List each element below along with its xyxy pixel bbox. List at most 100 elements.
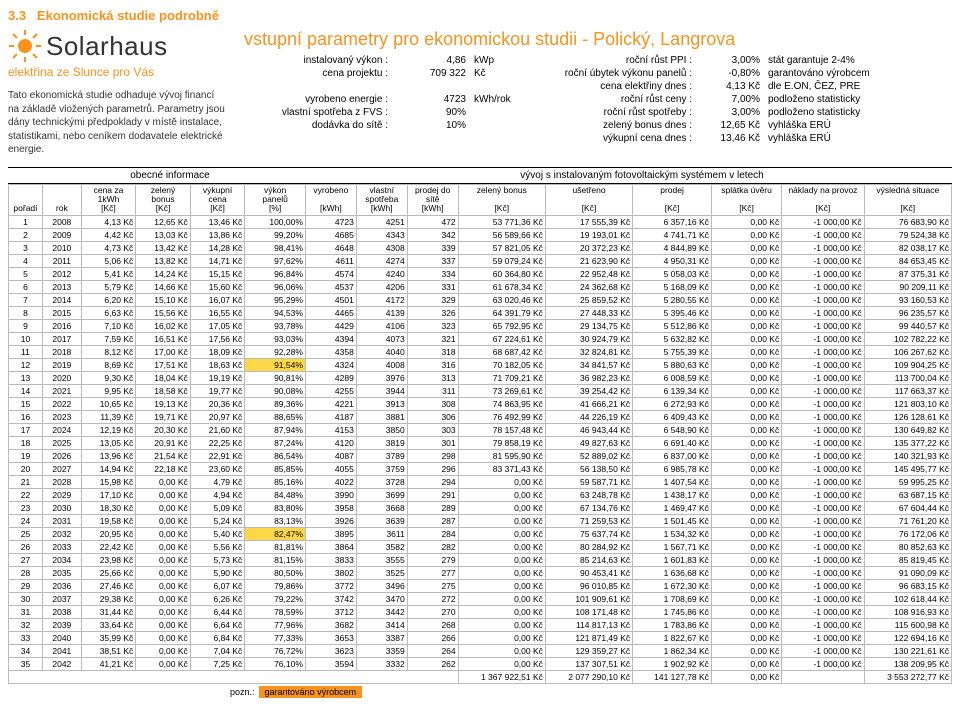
cell: 19: [9, 449, 43, 462]
cell: 17 555,39 Kč: [545, 215, 632, 228]
cell: 4289: [305, 371, 356, 384]
table-row: 1020177,59 Kč16,51 Kč17,56 Kč93,03%43944…: [9, 332, 952, 345]
cell: 8: [9, 306, 43, 319]
cell: 57 821,05 Kč: [458, 241, 545, 254]
table-row: 120084,13 Kč12,65 Kč13,46 Kč100,00%47234…: [9, 215, 952, 228]
cell: 138 209,95 Kč: [864, 657, 951, 670]
param-unit: kWp: [470, 54, 538, 67]
cell: 0,00 Kč: [711, 462, 781, 475]
cell: 4 950,31 Kč: [633, 254, 712, 267]
cell: 87 375,31 Kč: [864, 267, 951, 280]
cell: 80 852,63 Kč: [864, 540, 951, 553]
cell: 23: [9, 501, 43, 514]
cell: 96,84%: [245, 267, 306, 280]
cell: -1 000,00 Kč: [782, 605, 864, 618]
cell: 331: [407, 280, 458, 293]
param-label: [244, 80, 392, 93]
cell: 4611: [305, 254, 356, 267]
total-us: 2 077 290,10 Kč: [545, 670, 632, 683]
cell: 0,00 Kč: [711, 254, 781, 267]
cell: 0,00 Kč: [458, 579, 545, 592]
cell: 6,84 Kč: [190, 631, 245, 644]
cell: 65 792,95 Kč: [458, 319, 545, 332]
table-row: 21202815,98 Kč0,00 Kč4,79 Kč85,16%402237…: [9, 475, 952, 488]
cell: 15,60 Kč: [190, 280, 245, 293]
cell: 0,00 Kč: [711, 319, 781, 332]
cell: 29: [9, 579, 43, 592]
cell: -1 000,00 Kč: [782, 462, 864, 475]
cell: 27 448,33 Kč: [545, 306, 632, 319]
cell: 67 224,61 Kč: [458, 332, 545, 345]
cell: 137 307,51 Kč: [545, 657, 632, 670]
cell: 52 889,02 Kč: [545, 449, 632, 462]
cell: 73 269,61 Kč: [458, 384, 545, 397]
cell: 59 995,25 Kč: [864, 475, 951, 488]
cell: 7,04 Kč: [190, 644, 245, 657]
cell: 6,44 Kč: [190, 605, 245, 618]
cell: 4 741,71 Kč: [633, 228, 712, 241]
cell: 6 837,00 Kč: [633, 449, 712, 462]
cell: 1 708,69 Kč: [633, 592, 712, 605]
cell: 19,19 Kč: [190, 371, 245, 384]
cell: 3611: [356, 527, 407, 540]
cell: 13,46 Kč: [190, 215, 245, 228]
cell: 0,00 Kč: [711, 397, 781, 410]
cell: 23,98 Kč: [81, 553, 136, 566]
cell: 298: [407, 449, 458, 462]
params-table: instalovaný výkon :4,86kWproční růst PPI…: [244, 54, 952, 145]
table-row: 22202917,10 Kč0,00 Kč4,94 Kč84,48%399036…: [9, 488, 952, 501]
cell: 284: [407, 527, 458, 540]
cell: 84,48%: [245, 488, 306, 501]
param-unit: [470, 119, 538, 132]
cell: 2022: [42, 397, 81, 410]
param-label: vlastní spotřeba z FVS :: [244, 106, 392, 119]
cell: 80,50%: [245, 566, 306, 579]
cell: 85 214,63 Kč: [545, 553, 632, 566]
cell: 3772: [305, 579, 356, 592]
cell: 14,24 Kč: [136, 267, 191, 280]
cell: 0,00 Kč: [136, 566, 191, 579]
cell: 0,00 Kč: [458, 605, 545, 618]
cell: 318: [407, 345, 458, 358]
totals-row: 1 367 922,51 Kč 2 077 290,10 Kč 141 127,…: [9, 670, 952, 683]
cell: 1 862,34 Kč: [633, 644, 712, 657]
cell: 109 904,25 Kč: [864, 358, 951, 371]
table-row: 20202714,94 Kč22,18 Kč23,60 Kč85,85%4055…: [9, 462, 952, 475]
table-row: 35204241,21 Kč0,00 Kč7,25 Kč76,10%359433…: [9, 657, 952, 670]
cell: 2012: [42, 267, 81, 280]
cell: 16,51 Kč: [136, 332, 191, 345]
cell: 2011: [42, 254, 81, 267]
cell: 83 371,43 Kč: [458, 462, 545, 475]
cell: 85,16%: [245, 475, 306, 488]
brand-name: Solarhaus: [46, 31, 168, 62]
cell: 39 254,42 Kč: [545, 384, 632, 397]
cell: -1 000,00 Kč: [782, 319, 864, 332]
col-header: zelenýbonus[Kč]: [136, 184, 191, 215]
cell: 7,10 Kč: [81, 319, 136, 332]
cell: -1 000,00 Kč: [782, 267, 864, 280]
cell: 5 755,39 Kč: [633, 345, 712, 358]
total-vs: 3 553 272,77 Kč: [864, 670, 951, 683]
cell: 5,41 Kč: [81, 267, 136, 280]
legend-left: obecné informace: [8, 167, 332, 184]
cell: -1 000,00 Kč: [782, 345, 864, 358]
table-row: 28203525,66 Kč0,00 Kč5,90 Kč80,50%380235…: [9, 566, 952, 579]
cell: 329: [407, 293, 458, 306]
cell: -1 000,00 Kč: [782, 631, 864, 644]
cell: 9,95 Kč: [81, 384, 136, 397]
cell: 60 364,80 Kč: [458, 267, 545, 280]
cell: 0,00 Kč: [711, 618, 781, 631]
cell: 0,00 Kč: [711, 215, 781, 228]
cell: 0,00 Kč: [711, 436, 781, 449]
cell: 90 453,41 Kč: [545, 566, 632, 579]
cell: 4343: [356, 228, 407, 241]
cell: 4187: [305, 410, 356, 423]
cell: 2030: [42, 501, 81, 514]
cell: -1 000,00 Kč: [782, 423, 864, 436]
cell: 129 359,27 Kč: [545, 644, 632, 657]
cell: 85,85%: [245, 462, 306, 475]
table-row: 720146,20 Kč15,10 Kč16,07 Kč95,29%450141…: [9, 293, 952, 306]
cell: 53 771,36 Kč: [458, 215, 545, 228]
cell: 2018: [42, 345, 81, 358]
cell: 108 916,93 Kč: [864, 605, 951, 618]
